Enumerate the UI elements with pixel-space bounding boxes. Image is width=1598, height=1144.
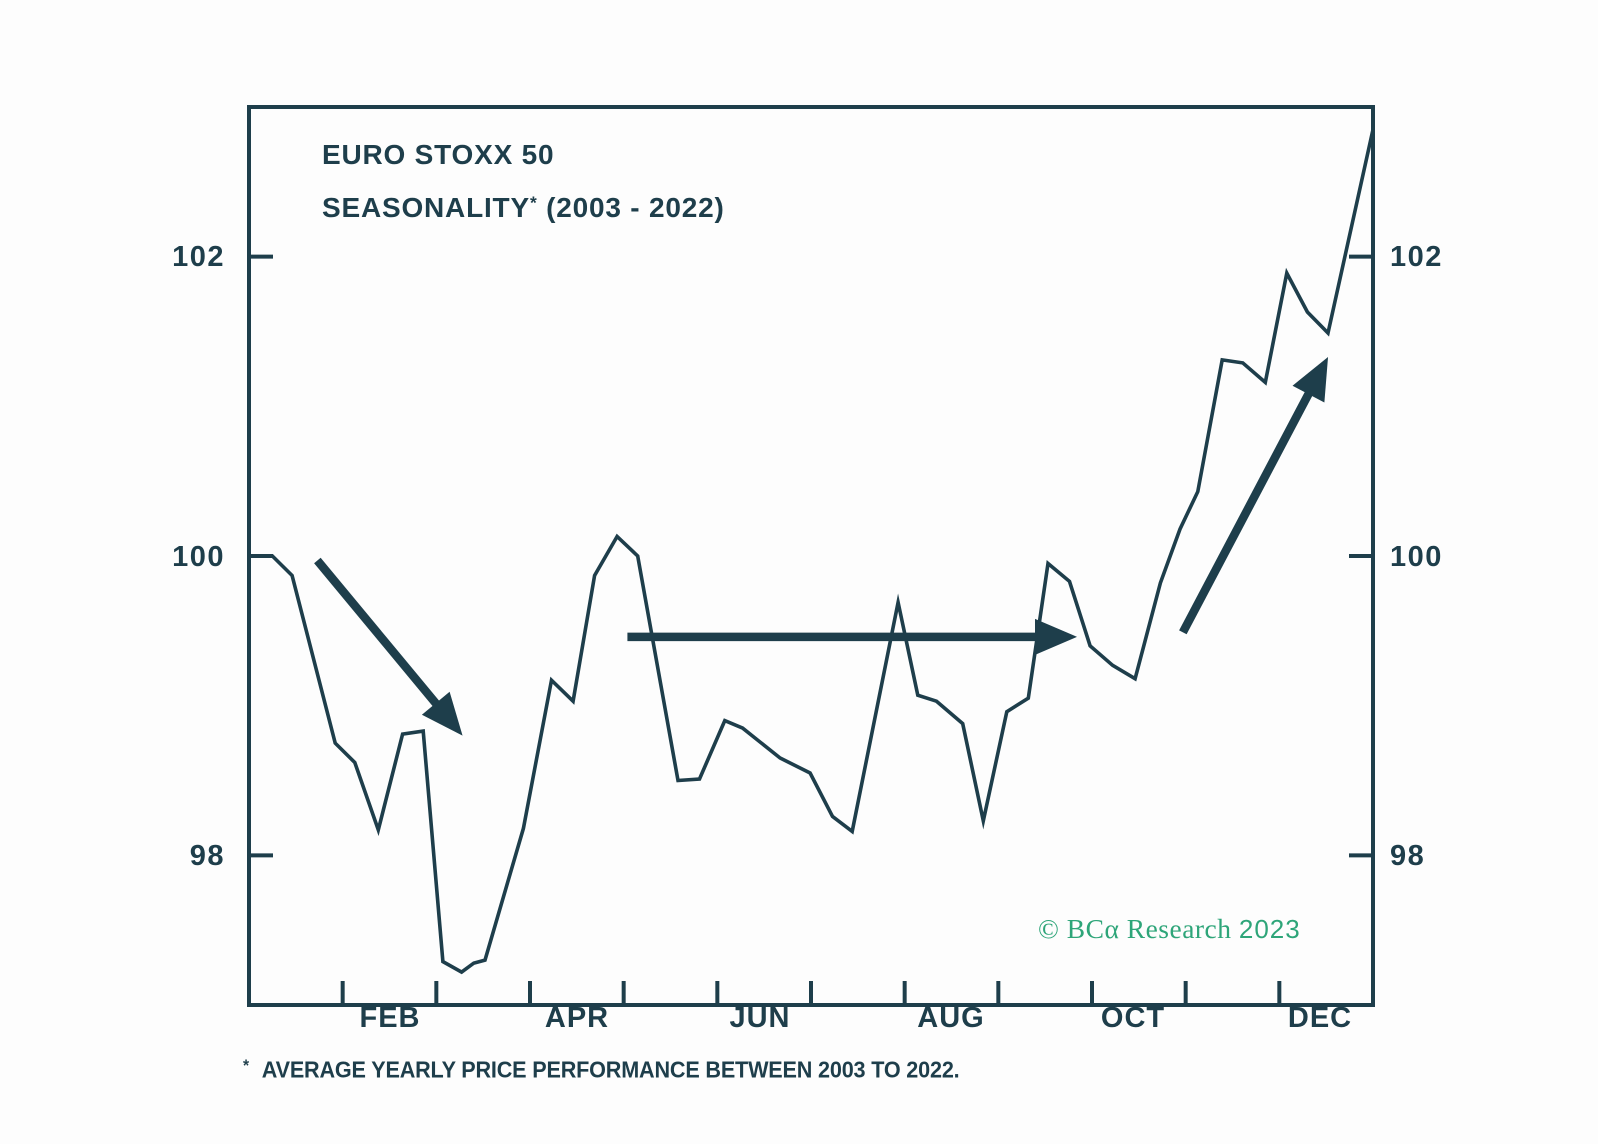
early-year-decline-arrow-head	[421, 691, 463, 736]
y-axis-label-right-102: 102	[1390, 241, 1443, 273]
copyright-notice: © BCα Research 2023	[1038, 913, 1301, 945]
y-axis-label-left-98: 98	[189, 840, 225, 872]
y-axis-label-left-102: 102	[172, 241, 225, 273]
chart-title-asterisk: *	[529, 192, 538, 213]
early-year-decline-arrow-shaft	[314, 557, 452, 721]
chart-title-line2: SEASONALITY* (2003 - 2022)	[322, 192, 725, 224]
footnote-asterisk: *	[243, 1056, 249, 1075]
chart-title-line1: EURO STOXX 50	[322, 139, 555, 170]
x-axis-label-jun: JUN	[729, 1002, 791, 1034]
y-axis-label-left-100: 100	[172, 541, 225, 573]
year-end-rally-arrow-shaft	[1179, 375, 1322, 635]
chart-title-line2-range: (2003 - 2022)	[537, 192, 725, 223]
footnote: * AVERAGE YEARLY PRICE PERFORMANCE BETWEE…	[243, 1056, 960, 1083]
summer-sideways-arrow-head	[1035, 618, 1078, 655]
footnote-text: AVERAGE YEARLY PRICE PERFORMANCE BETWEEN…	[261, 1056, 960, 1083]
year-end-rally-arrow-head	[1292, 356, 1329, 403]
copyright-brand: © BCα Research	[1038, 913, 1239, 944]
x-axis-label-oct: OCT	[1100, 1002, 1166, 1034]
x-axis-label-dec: DEC	[1287, 1002, 1353, 1034]
x-axis-label-apr: APR	[544, 1002, 610, 1034]
y-axis-label-right-100: 100	[1390, 541, 1443, 573]
copyright-year: 2023	[1238, 914, 1301, 944]
plot-frame	[247, 105, 1375, 1007]
x-axis-label-aug: AUG	[917, 1002, 985, 1034]
chart-title-line2-word: SEASONALITY	[322, 192, 530, 223]
y-axis-label-right-98: 98	[1390, 840, 1426, 872]
seasonality-line	[249, 129, 1375, 975]
x-axis-label-feb: FEB	[359, 1002, 421, 1034]
